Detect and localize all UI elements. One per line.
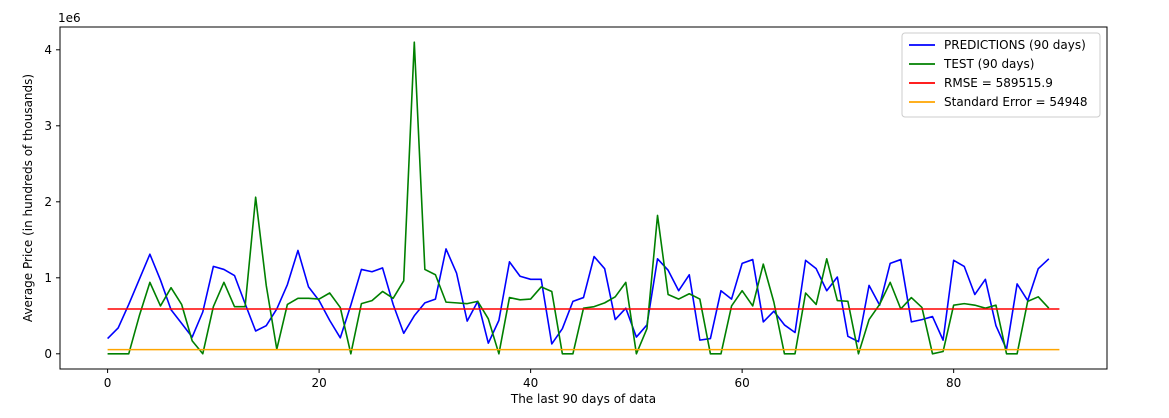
legend-entry: RMSE = 589515.9: [944, 76, 1053, 90]
legend-box: [901, 32, 1101, 118]
legend-entry: PREDICTIONS (90 days): [944, 38, 1086, 52]
plot-area: [59, 26, 1108, 370]
legend: PREDICTIONS (90 days) TEST (90 days) RMSE …: [901, 32, 1101, 118]
x-axis-label: The last 90 days of data: [510, 392, 656, 406]
x-tick-label: 20: [311, 376, 326, 390]
series-layer: [107, 41, 1060, 355]
plot-frame: [59, 26, 1108, 370]
y-axis-label: Average Price (in hundreds of thousands): [21, 74, 35, 322]
y-tick-label: 1: [44, 271, 52, 285]
x-tick-label: 80: [946, 376, 961, 390]
x-axis-ticks: 0 20 40 60 80: [104, 369, 961, 390]
series-line-0: [107, 248, 1050, 351]
x-tick-label: 60: [734, 376, 749, 390]
legend-entry: TEST (90 days): [943, 57, 1034, 71]
legend-entry: Standard Error = 54948: [944, 95, 1088, 109]
y-axis-offset-label: 1e6: [58, 11, 81, 25]
y-tick-label: 3: [44, 119, 52, 133]
y-tick-label: 0: [44, 347, 52, 361]
y-tick-label: 4: [44, 43, 52, 57]
series-line-1: [107, 41, 1050, 355]
y-axis-ticks: 0 1 2 3 4: [44, 43, 60, 361]
x-tick-label: 40: [523, 376, 538, 390]
y-tick-label: 2: [44, 195, 52, 209]
x-tick-label: 0: [104, 376, 112, 390]
